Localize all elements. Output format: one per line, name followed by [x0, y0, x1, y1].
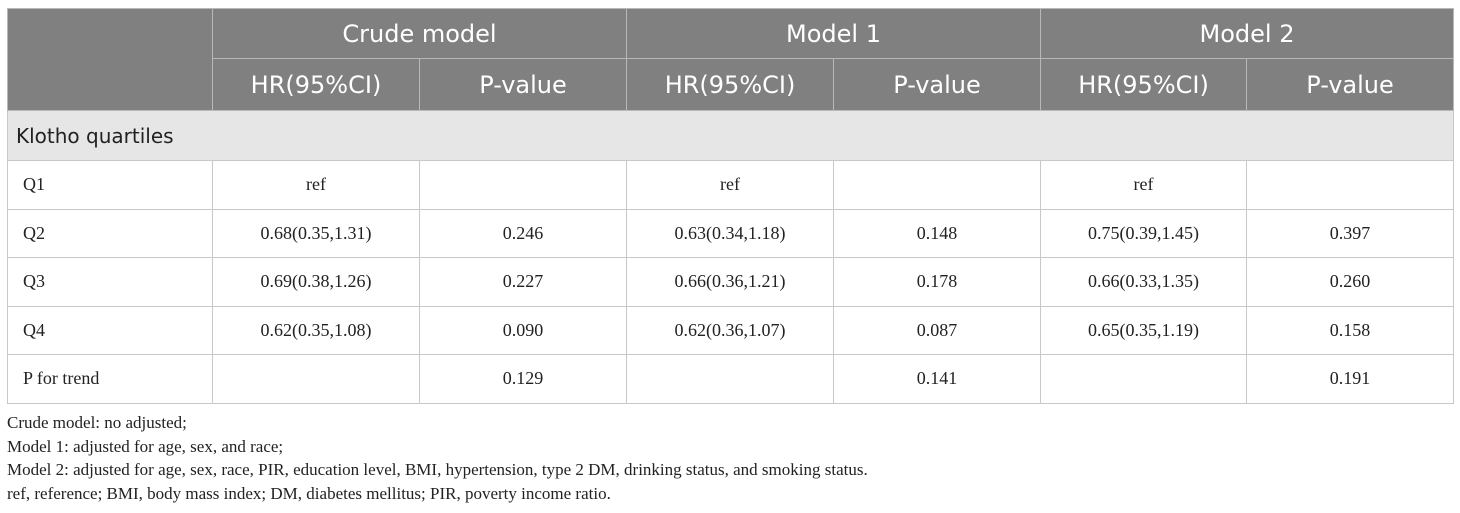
cell: 0.65(0.35,1.19): [1040, 305, 1248, 355]
cell: [212, 354, 420, 404]
data-row: Q2 0.68(0.35,1.31) 0.246 0.63(0.34,1.18) 0.1…: [7, 208, 1455, 258]
model-header: Model 2: [1040, 8, 1455, 59]
column-header: P-value: [833, 58, 1042, 111]
table-header: Crude model Model 1 Model 2 HR(95%CI) P-val…: [7, 8, 1455, 111]
subheader-row: HR(95%CI) P-value HR(95%CI) P-value HR(95%CI…: [8, 58, 1455, 111]
cell: 0.178: [833, 257, 1042, 307]
row-label: P for trend: [7, 354, 213, 404]
footnote: Crude model: no adjusted;: [7, 413, 187, 432]
header-row: Crude model Model 1 Model 2: [7, 8, 1455, 111]
header-corner: [7, 8, 213, 111]
cell: 0.141: [833, 354, 1042, 404]
model-header: Model 1: [626, 8, 1042, 59]
footnotes: Crude model: no adjusted; Model 1: adjust…: [7, 411, 868, 506]
cell: 0.62(0.35,1.08): [212, 305, 420, 355]
section-row: Klotho quartiles: [6, 110, 1455, 161]
cell: 0.246: [418, 208, 628, 258]
cell: 0.227: [418, 257, 628, 307]
data-row: Q4 0.62(0.35,1.08) 0.090 0.62(0.36,1.07) 0.0…: [7, 305, 1455, 355]
cell: 0.63(0.34,1.18): [626, 208, 835, 258]
footnote: ref, reference; BMI, body mass index; DM…: [7, 484, 611, 504]
model-header: Crude model: [211, 8, 628, 59]
cell: ref: [626, 160, 835, 210]
cell: ref: [1040, 160, 1248, 210]
row-label: Q2: [7, 208, 213, 258]
cell: [1040, 354, 1248, 404]
column-header: HR(95%CI): [626, 58, 835, 111]
row-label: Q3: [7, 257, 213, 307]
data-row: Q1 ref ref ref: [7, 160, 1455, 210]
row-label: Q4: [7, 305, 213, 355]
results-table: Crude model Model 1 Model 2 HR(95%CI) P-val…: [6, 8, 1455, 404]
cell: 0.158: [1246, 305, 1455, 355]
cell: 0.397: [1246, 208, 1455, 258]
cell: 0.66(0.36,1.21): [626, 257, 835, 307]
cell: [418, 160, 628, 210]
column-header: HR(95%CI): [212, 58, 420, 111]
cell: [626, 354, 835, 404]
data-row: Q3 0.69(0.38,1.26) 0.227 0.66(0.36,1.21) 0.1…: [7, 257, 1455, 307]
section-label: Klotho quartiles: [6, 110, 1455, 161]
column-header: P-value: [1246, 58, 1455, 111]
cell: 0.129: [418, 354, 628, 404]
footnote: Model 1: adjusted for age, sex, and race…: [7, 436, 284, 456]
row-label: Q1: [7, 160, 213, 210]
cell: 0.087: [833, 305, 1042, 355]
table-wrap: Crude model Model 1 Model 2 HR(95%CI) P-val…: [6, 8, 1455, 404]
cell: 0.62(0.36,1.07): [626, 305, 835, 355]
cell: [833, 160, 1042, 210]
column-header: P-value: [418, 58, 628, 111]
cell: ref: [212, 160, 420, 210]
cell: [1246, 160, 1455, 210]
cell: 0.260: [1246, 257, 1455, 307]
column-header: HR(95%CI): [1040, 58, 1248, 111]
cell: 0.66(0.33,1.35): [1040, 257, 1248, 307]
cell: 0.75(0.39,1.45): [1040, 208, 1248, 258]
cell: 0.090: [418, 305, 628, 355]
cell: 0.191: [1246, 354, 1455, 404]
footnote: Model 2: adjusted for age, sex, race, PI…: [7, 460, 868, 480]
cell: 0.69(0.38,1.26): [212, 257, 420, 307]
cell: 0.148: [833, 208, 1042, 258]
table-body: Klotho quartiles Q1 ref ref ref Q2 0.68(0.35,…: [6, 110, 1455, 404]
cell: 0.68(0.35,1.31): [212, 208, 420, 258]
data-row: P for trend 0.129 0.141 0.191: [7, 354, 1455, 404]
